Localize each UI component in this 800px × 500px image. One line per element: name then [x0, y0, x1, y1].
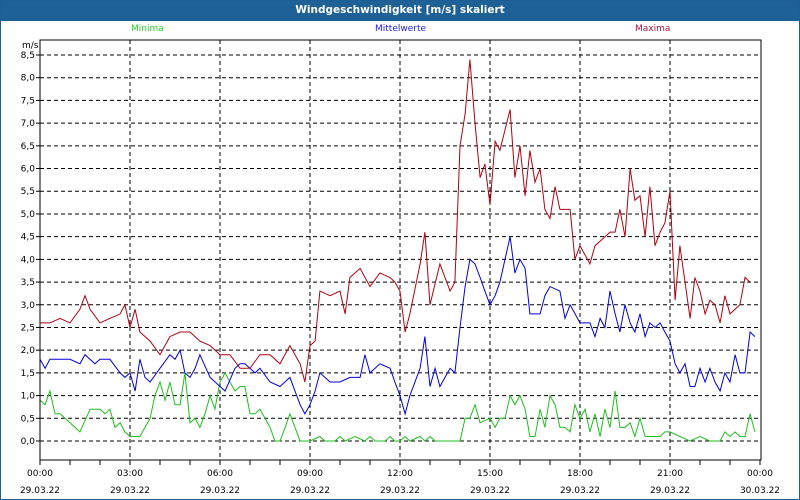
x-tick-date: 29.03.22: [470, 486, 510, 496]
y-axis-unit: m/s: [22, 41, 39, 51]
y-tick-label: 2,0: [21, 346, 36, 356]
x-tick-date: 29.03.22: [200, 486, 240, 496]
y-tick-label: 2,5: [21, 323, 35, 333]
x-tick-time: 21:00: [657, 469, 683, 479]
x-tick-time: 03:00: [117, 469, 143, 479]
x-tick-date: 29.03.22: [110, 486, 150, 496]
y-tick-label: 1,0: [21, 392, 36, 402]
series-line-mittelwerte: [39, 236, 756, 416]
legend-minima: Minima: [131, 24, 164, 34]
y-tick-label: 8,5: [21, 51, 35, 61]
x-tick-date: 30.03.22: [740, 486, 780, 496]
series-line-maxima: [40, 59, 751, 383]
x-tick-date: 29.03.22: [20, 486, 60, 496]
chart-title: Windgeschwindigkeit [m/s] skaliert: [1, 1, 799, 21]
y-tick-label: 3,0: [21, 301, 36, 311]
y-tick-label: 5,0: [21, 210, 36, 220]
legend-mittelwerte: Mittelwerte: [375, 24, 427, 34]
y-tick-label: 1,5: [21, 369, 35, 379]
x-tick-date: 29.03.22: [290, 486, 330, 496]
series-line-minima: [39, 371, 756, 442]
plot-frame: [39, 39, 762, 461]
y-tick-label: 4,5: [21, 233, 35, 243]
x-tick-time: 06:00: [207, 469, 233, 479]
x-tick-time: 09:00: [297, 469, 323, 479]
y-tick-label: 6,0: [21, 165, 36, 175]
x-tick-time: 15:00: [477, 469, 503, 479]
y-tick-label: 0,0: [21, 437, 36, 447]
y-tick-label: 5,5: [21, 187, 35, 197]
y-tick-label: 4,0: [21, 255, 36, 265]
y-tick-label: 7,0: [21, 119, 36, 129]
x-tick-time: 18:00: [567, 469, 593, 479]
y-tick-label: 0,5: [21, 414, 35, 424]
x-tick-time: 00:00: [27, 469, 53, 479]
legend-maxima: Maxima: [635, 24, 671, 34]
x-tick-date: 29.03.22: [650, 486, 690, 496]
y-tick-label: 6,5: [21, 142, 35, 152]
y-tick-label: 7,5: [21, 96, 35, 106]
x-tick-time: 00:00: [747, 469, 773, 479]
x-tick-date: 29.03.22: [380, 486, 420, 496]
y-tick-label: 8,0: [21, 74, 36, 84]
x-tick-date: 29.03.22: [560, 486, 600, 496]
x-tick-time: 12:00: [387, 469, 413, 479]
y-tick-label: 3,5: [21, 278, 35, 288]
